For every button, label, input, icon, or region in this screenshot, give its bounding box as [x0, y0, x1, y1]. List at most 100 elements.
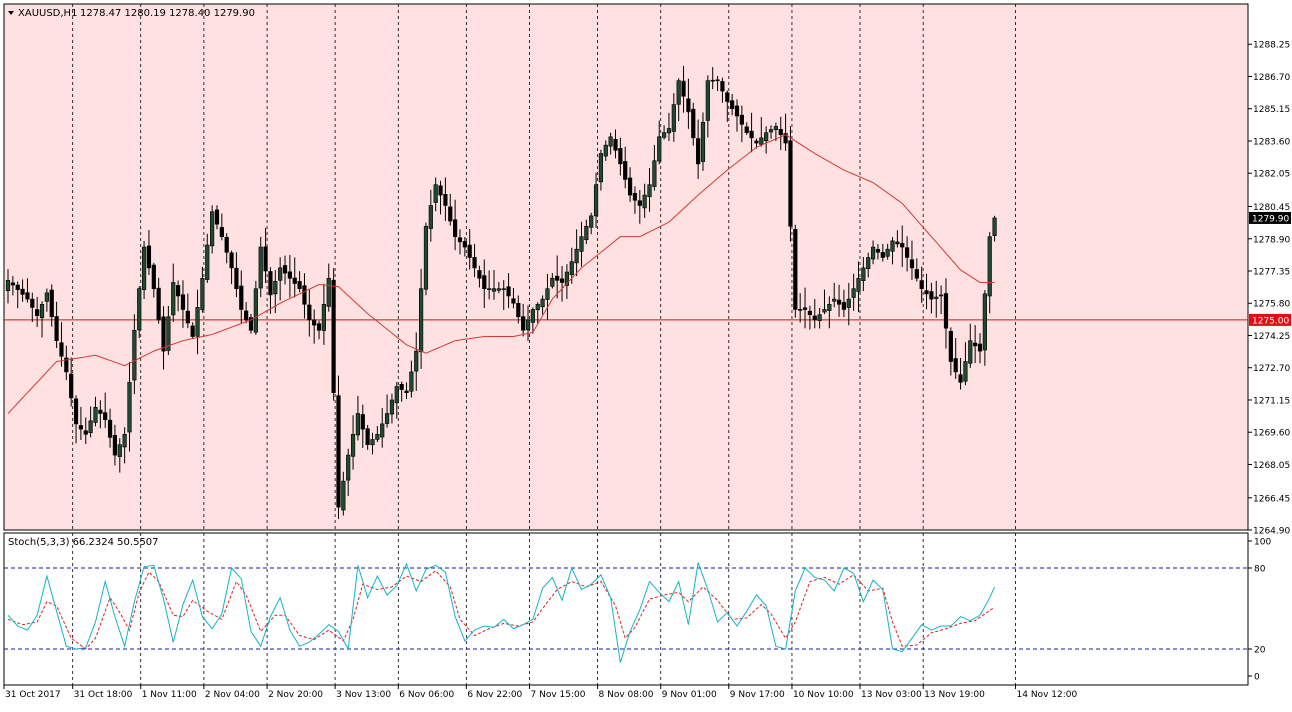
candle [302, 273, 307, 319]
candle [341, 471, 346, 516]
candle-body [365, 428, 370, 446]
candle-body [725, 92, 730, 102]
candle-body [788, 140, 793, 227]
candle-body [802, 307, 808, 310]
candle-body [200, 277, 205, 310]
candle [229, 250, 234, 285]
candle-body [909, 259, 915, 269]
candle-body [93, 406, 98, 423]
candle-body [214, 209, 220, 225]
candle [482, 259, 487, 309]
candle [443, 177, 448, 221]
candle-body [166, 316, 171, 351]
candle [219, 213, 224, 241]
candle [696, 119, 701, 179]
price-tick-label: 1286.70 [1253, 73, 1290, 83]
candle-body [637, 200, 642, 206]
candle-body [59, 342, 64, 357]
candle [59, 322, 64, 367]
candle-body [39, 303, 45, 319]
candle [287, 254, 292, 298]
candle [248, 313, 254, 334]
candle-body [346, 454, 351, 481]
candle-body [399, 383, 404, 390]
candle [861, 257, 866, 292]
candle-body [516, 303, 521, 318]
candle-body [783, 133, 788, 144]
candle-body [83, 430, 88, 435]
candle-body [593, 184, 599, 217]
stoch-level-lines [4, 567, 1248, 650]
candle [608, 132, 613, 155]
candle [161, 306, 166, 370]
candle-body [258, 246, 263, 289]
candle [856, 261, 861, 313]
candle [365, 425, 370, 450]
candle [132, 314, 137, 395]
candle [836, 284, 842, 317]
candle-body [929, 291, 934, 300]
time-tick-label: 14 Nov 12:00 [1017, 690, 1078, 700]
candle-body [705, 80, 710, 121]
candle-body [127, 381, 132, 433]
candle-body [559, 278, 565, 283]
candle-body [875, 248, 881, 253]
candle [370, 432, 375, 455]
candle-body [749, 130, 754, 139]
candle [895, 230, 900, 248]
candle [822, 289, 827, 315]
candle [700, 112, 706, 171]
candle-body [35, 309, 40, 317]
time-tick-label: 6 Nov 22:00 [467, 690, 522, 700]
dropdown-arrow-icon[interactable] [8, 11, 14, 15]
stoch-series [7, 562, 996, 663]
candle [326, 263, 331, 312]
candle [929, 282, 934, 314]
candle [657, 120, 662, 165]
candle-body [851, 288, 856, 298]
candle-body [418, 288, 424, 353]
candle [321, 283, 327, 345]
candle-body [924, 290, 929, 295]
stoch-main-line [7, 562, 996, 663]
candle-body [574, 248, 579, 264]
price-tick-label: 1268.05 [1253, 461, 1290, 471]
candle [423, 222, 429, 296]
candle-body [657, 136, 662, 162]
time-tick-label: 31 Oct 18:00 [74, 690, 133, 700]
candle-body [642, 194, 647, 209]
candle-body [146, 245, 152, 269]
candle [15, 281, 20, 309]
vertical-gridlines [72, 4, 1016, 530]
candle [166, 305, 171, 355]
moving-average-series [7, 134, 995, 414]
candle [686, 78, 691, 129]
candle [404, 382, 409, 400]
candle-body [569, 261, 574, 276]
stochastic-panel[interactable] [3, 532, 1249, 686]
candle-body [948, 330, 953, 362]
candle [506, 273, 511, 309]
candle-body [472, 257, 477, 269]
candle [190, 322, 195, 340]
candle-body [307, 304, 312, 321]
candle-body [190, 325, 195, 337]
candle-body [423, 225, 429, 290]
candle [812, 298, 817, 329]
candle-body [292, 277, 297, 284]
candle-body [632, 193, 638, 201]
candle [681, 65, 686, 113]
candle-body [180, 294, 186, 310]
candle-body [491, 288, 497, 292]
candle [214, 205, 220, 230]
candle-body [535, 303, 540, 311]
candle [759, 117, 764, 147]
candle-body [506, 286, 511, 297]
price-panel[interactable] [3, 3, 1249, 531]
candle-body [210, 211, 215, 247]
candle [389, 393, 395, 424]
candle [263, 227, 268, 283]
candle-body [973, 342, 978, 347]
candle-body [141, 246, 147, 290]
